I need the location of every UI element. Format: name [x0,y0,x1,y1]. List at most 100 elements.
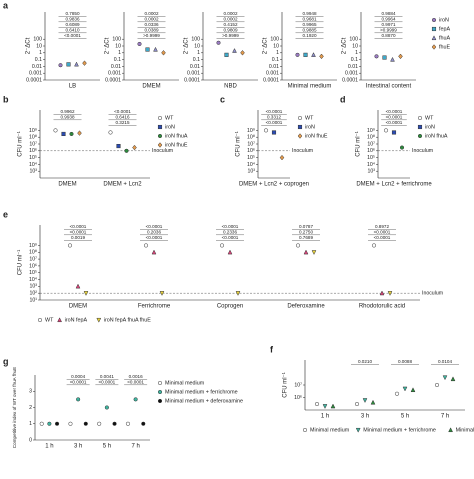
y-tick-label: 10⁷ [247,141,255,147]
data-point [116,143,121,149]
y-tick-label: 2 [29,405,32,411]
y-axis-label: CFU ml⁻¹ [356,131,362,157]
data-point [271,130,277,135]
panel-letter: e [3,209,8,219]
p-value: 0.2750 [299,230,313,235]
y-tick-label: 0.1 [272,57,279,63]
y-tick-label: 0.0001 [263,77,279,83]
y-tick-label: 10⁴ [247,162,255,168]
y-tick-label: 0.01 [269,64,279,70]
y-tick-label: 0.1 [35,57,42,63]
panel-letter: c [220,94,225,104]
x-tick-label: 1 h [321,414,329,420]
y-tick-label: 10⁶ [29,263,37,269]
data-point [442,375,448,381]
legend-marker [297,133,303,139]
legend-label: iroN [305,124,315,130]
legend-label: WT [45,317,54,323]
data-point [311,52,316,57]
y-tick-label: 0.0001 [26,77,42,83]
data-point [295,52,300,57]
p-value: 0.9884 [381,11,395,16]
data-point [132,144,137,151]
p-value: 0.9681 [302,17,316,22]
y-tick-label: 100 [112,37,121,43]
data-point [153,46,158,52]
data-point [303,52,308,57]
y-axis-label: Competitive index of WT over fhuA fhuE [12,367,17,448]
data-point [66,62,71,67]
data-point [82,60,87,66]
y-tick-label: 10⁹ [29,243,37,249]
x-tick-label: DMEM + Lcn2 [103,182,142,188]
p-value: 0.9964 [381,17,395,22]
p-value: <0.0001 [70,380,87,385]
data-point [159,291,165,296]
x-tick-label: DMEM + Lcn2 + coprogen [239,182,309,188]
panel-letter: f [270,344,274,354]
y-tick-label: 100 [349,37,358,43]
legend-label: Minimal medium [165,380,205,386]
legend-label: Minimal medium + ferrichrome [363,427,436,433]
y-tick-label: 10⁷ [29,141,37,147]
data-point [232,48,237,53]
x-tick-label: DMEM [142,84,160,90]
p-value: 0.0016 [129,374,143,379]
legend-label: iroN [165,124,175,130]
y-tick-label: 10⁹ [367,128,375,134]
y-tick-label: 10⁴ [29,162,37,168]
p-value: 0.1920 [302,33,316,38]
reference-label: Inoculum [292,148,313,154]
p-value: 0.9836 [65,17,79,22]
data-point [322,404,328,409]
y-axis-label: 2⁻ΔCt [184,37,190,54]
y-tick-label: 10⁸ [29,135,37,141]
data-point [410,387,416,393]
y-axis-label: CFU ml⁻¹ [283,372,289,398]
y-axis-label: 2⁻ΔCt [263,37,269,54]
data-point [151,249,157,255]
p-value: 0.3312 [267,115,281,120]
p-value: 0.0336 [144,22,158,27]
p-value: 0.7850 [65,11,79,16]
x-tick-label: 5 h [103,444,111,450]
y-tick-label: 1 [29,421,32,427]
p-value: <0.0001 [222,235,239,240]
y-tick-label: 10⁹ [29,128,37,134]
data-point [330,403,336,409]
data-point [402,386,408,392]
p-value: <0.0001 [70,224,87,229]
legend-marker [157,380,163,386]
legend-marker [302,427,308,433]
data-point [108,130,113,135]
data-point [362,398,368,403]
y-tick-label: 0.01 [190,64,200,70]
legend-label: iroN fhuE [305,133,328,139]
legend-marker [297,115,303,121]
legend-label: iroN [439,17,449,23]
legend-marker [431,44,437,50]
y-tick-label: 10³ [30,284,38,290]
p-value: 0.9809 [223,28,237,33]
p-value: 0.0041 [100,374,114,379]
legend-label: fepA [439,26,450,32]
p-value: <0.0001 [70,230,87,235]
y-tick-label: 10³ [368,169,376,175]
y-tick-label: 100 [191,37,200,43]
data-point [145,47,150,52]
data-point [54,421,60,426]
p-value: <0.0001 [386,120,403,125]
y-tick-label: 3 [29,389,32,395]
p-value: 0.9885 [302,28,316,33]
data-point [227,249,233,255]
p-value: <0.0001 [114,109,131,114]
x-tick-label: NBD [224,84,237,90]
p-value: <0.0001 [374,230,391,235]
data-point [104,405,109,410]
p-value: <0.0001 [266,109,283,114]
p-value: >0.9999 [222,33,239,38]
data-point [314,401,320,407]
data-point [97,421,102,426]
p-value: 0.0004 [71,374,85,379]
data-point [216,40,221,45]
